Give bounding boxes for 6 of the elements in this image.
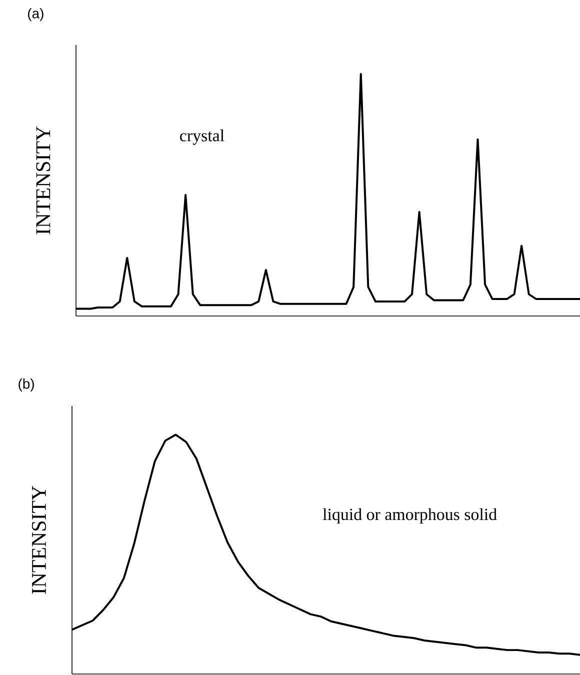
y-axis-title: INTENSITY: [36, 126, 50, 234]
chart-title: (b): [18, 378, 34, 392]
chart-title: (a): [28, 8, 44, 22]
annotation: liquid or amorphous solid: [322, 508, 497, 524]
annotation: crystal: [180, 129, 224, 145]
y-axis-title: INTENSITY: [32, 486, 46, 594]
